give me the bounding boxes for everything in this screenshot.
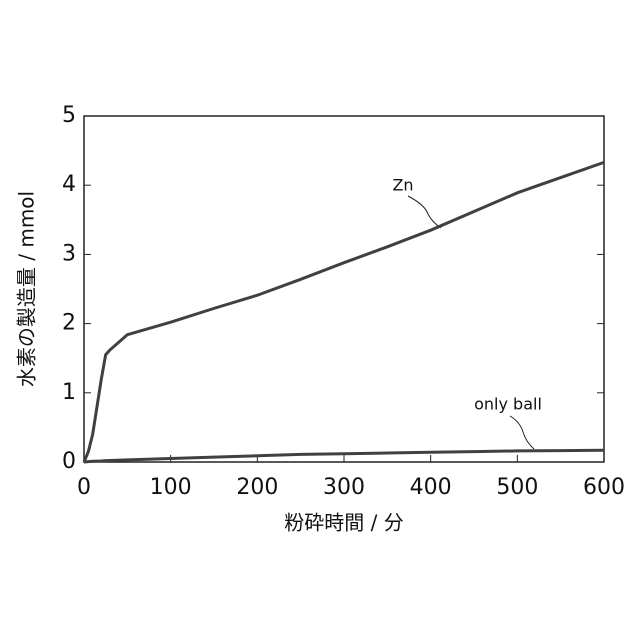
y-axis-label: 水素の製造量 / mmol xyxy=(15,191,39,387)
x-tick-label: 200 xyxy=(236,475,278,500)
x-tick-label: 600 xyxy=(583,475,625,500)
x-tick-label: 400 xyxy=(410,475,452,500)
x-tick-label: 500 xyxy=(496,475,538,500)
chart: 粉砕時間 / 分 水素の製造量 / mmol 0 1 2 3 4 5 0 100 200 300 4… xyxy=(0,0,640,640)
y-tick-label: 1 xyxy=(62,380,76,405)
series-line xyxy=(84,162,604,462)
x-tick-label: 300 xyxy=(323,475,365,500)
x-tick-label: 100 xyxy=(150,475,192,500)
series-label: Zn xyxy=(392,176,413,195)
y-tick-label: 5 xyxy=(62,103,76,128)
x-tick-label: 0 xyxy=(77,475,91,500)
annotation-leader xyxy=(408,196,441,228)
x-axis-label: 粉砕時間 / 分 xyxy=(284,511,403,535)
series-label: only ball xyxy=(474,395,542,414)
y-tick-label: 3 xyxy=(62,241,76,266)
y-tick-label: 0 xyxy=(62,449,76,474)
y-tick-label: 4 xyxy=(62,172,76,197)
annotation-leader xyxy=(510,416,534,449)
y-tick-label: 2 xyxy=(62,311,76,336)
